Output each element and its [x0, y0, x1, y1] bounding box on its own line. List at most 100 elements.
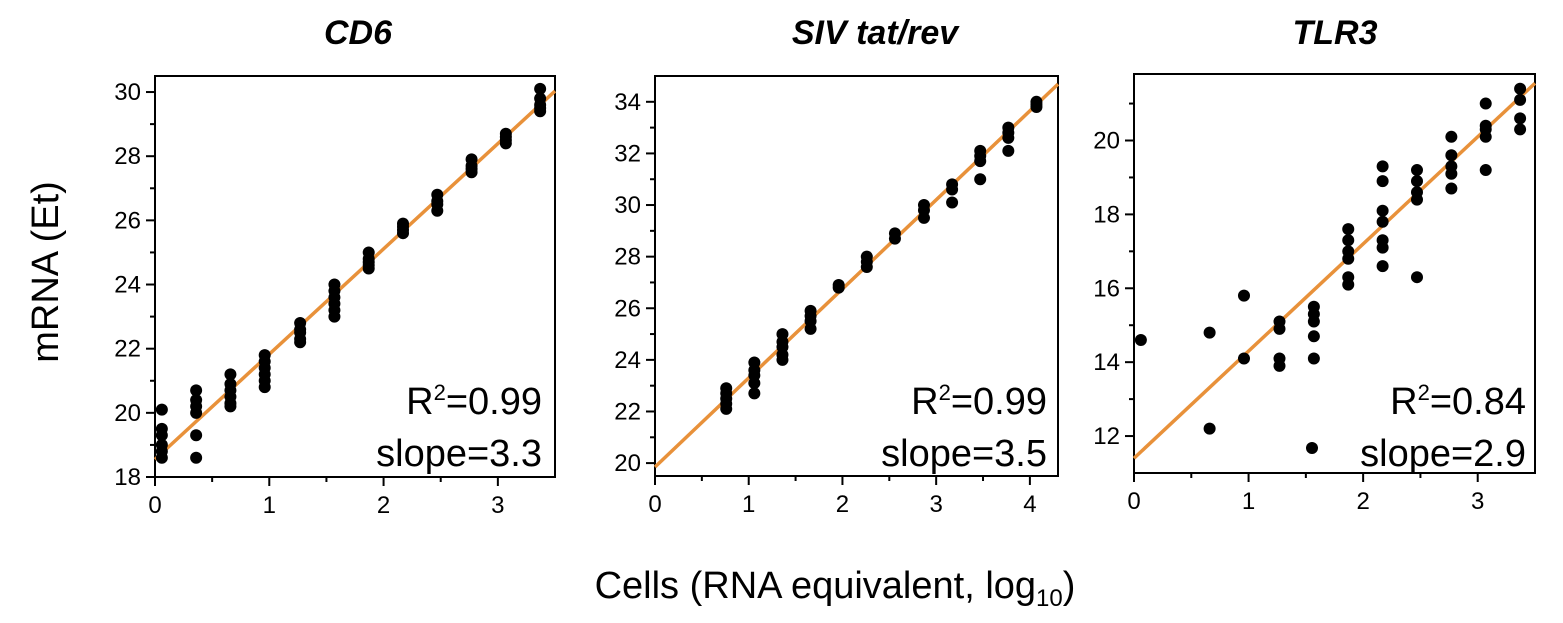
data-point	[190, 384, 203, 397]
y-tick-label: 22	[114, 336, 141, 363]
fit-line-group	[153, 89, 557, 461]
data-point	[1342, 252, 1355, 265]
r2-superscript: 2	[434, 380, 446, 405]
data-point	[1237, 289, 1250, 302]
y-tick-label: 20	[614, 450, 641, 477]
y-tick-label: 30	[114, 79, 141, 106]
y-tick-label: 26	[114, 207, 141, 234]
data-point	[946, 183, 959, 196]
y-tick-label: 20	[114, 400, 141, 427]
data-point	[888, 232, 901, 245]
data-point	[328, 310, 341, 323]
data-point	[1514, 112, 1527, 125]
data-point	[1410, 164, 1423, 177]
r-squared-annotation: R2=0.84	[1390, 380, 1526, 423]
data-point	[431, 204, 444, 217]
data-point	[1445, 149, 1458, 162]
y-tick-label: 20	[1093, 128, 1120, 155]
data-point	[499, 137, 512, 150]
x-tick-label: 1	[1242, 488, 1255, 515]
data-point	[155, 429, 168, 442]
fit-line-group	[1132, 81, 1537, 460]
data-point	[1030, 100, 1043, 113]
data-point	[1002, 144, 1015, 157]
r2-superscript: 2	[1418, 380, 1430, 405]
data-point	[1479, 164, 1492, 177]
data-point	[534, 105, 547, 118]
r2-value: =0.99	[446, 381, 542, 423]
data-point	[946, 196, 959, 209]
data-point	[1410, 271, 1423, 284]
data-point	[1376, 160, 1389, 173]
data-point	[1479, 130, 1492, 143]
data-point	[1002, 131, 1015, 144]
r2-base: R	[406, 381, 433, 423]
plot-frame	[154, 75, 556, 478]
data-point	[1203, 422, 1216, 435]
data-point	[917, 211, 930, 224]
data-point	[776, 353, 789, 366]
x-tick-label: 1	[263, 492, 276, 519]
y-tick-label: 30	[614, 192, 641, 219]
data-point	[1273, 322, 1286, 335]
chart-title: SIV tat/rev	[792, 14, 960, 52]
data-point	[1376, 260, 1389, 273]
x-tick-label: 2	[377, 492, 390, 519]
data-point	[224, 400, 237, 413]
r-squared-annotation: R2=0.99	[911, 380, 1047, 423]
slope-annotation: slope=2.9	[1360, 433, 1526, 475]
data-point	[974, 173, 987, 186]
data-point	[1445, 130, 1458, 143]
x-axis-label: Cells (RNA equivalent, log10)	[595, 565, 1076, 612]
data-point	[860, 260, 873, 273]
y-tick-label: 34	[614, 89, 641, 116]
y-tick-label: 32	[614, 140, 641, 167]
y-tick-label: 28	[114, 143, 141, 170]
plot-frame	[654, 75, 1059, 477]
x-tick-label: 3	[491, 492, 504, 519]
regression-line	[153, 89, 557, 461]
data-point	[1203, 326, 1216, 339]
data-point	[1307, 352, 1320, 365]
r2-value: =0.84	[1430, 381, 1526, 423]
legend-marker-icon	[1306, 442, 1318, 454]
data-point	[1410, 193, 1423, 206]
x-axis-label-subscript: 10	[1036, 585, 1063, 612]
r-squared-annotation: R2=0.99	[406, 380, 542, 423]
data-point	[1342, 234, 1355, 247]
data-points	[1134, 82, 1527, 435]
r2-superscript: 2	[939, 380, 951, 405]
x-tick-label: 0	[1127, 488, 1140, 515]
x-tick-label: 2	[836, 491, 849, 518]
data-point	[1376, 175, 1389, 188]
data-point	[1237, 352, 1250, 365]
data-point	[748, 377, 761, 390]
slope-annotation: slope=3.3	[376, 433, 542, 475]
data-point	[155, 403, 168, 416]
data-point	[804, 322, 817, 335]
y-axis-label: mRNA (Et)	[25, 181, 67, 363]
data-point	[258, 381, 271, 394]
data-point	[397, 227, 409, 240]
data-point	[1514, 123, 1527, 136]
y-tick-label: 24	[114, 272, 141, 299]
data-point	[1342, 278, 1355, 291]
plot-frame	[1133, 73, 1536, 474]
y-tick-label: 12	[1093, 423, 1120, 450]
slope-annotation: slope=3.5	[881, 433, 1047, 475]
y-tick-label: 24	[614, 347, 641, 374]
r2-base: R	[911, 381, 938, 423]
data-point	[190, 406, 203, 419]
x-axis-label-close: )	[1063, 565, 1076, 607]
x-tick-label: 2	[1356, 488, 1369, 515]
r2-value: =0.99	[951, 381, 1047, 423]
y-tick-label: 28	[614, 244, 641, 271]
x-tick-label: 1	[742, 491, 755, 518]
data-points	[155, 82, 547, 464]
